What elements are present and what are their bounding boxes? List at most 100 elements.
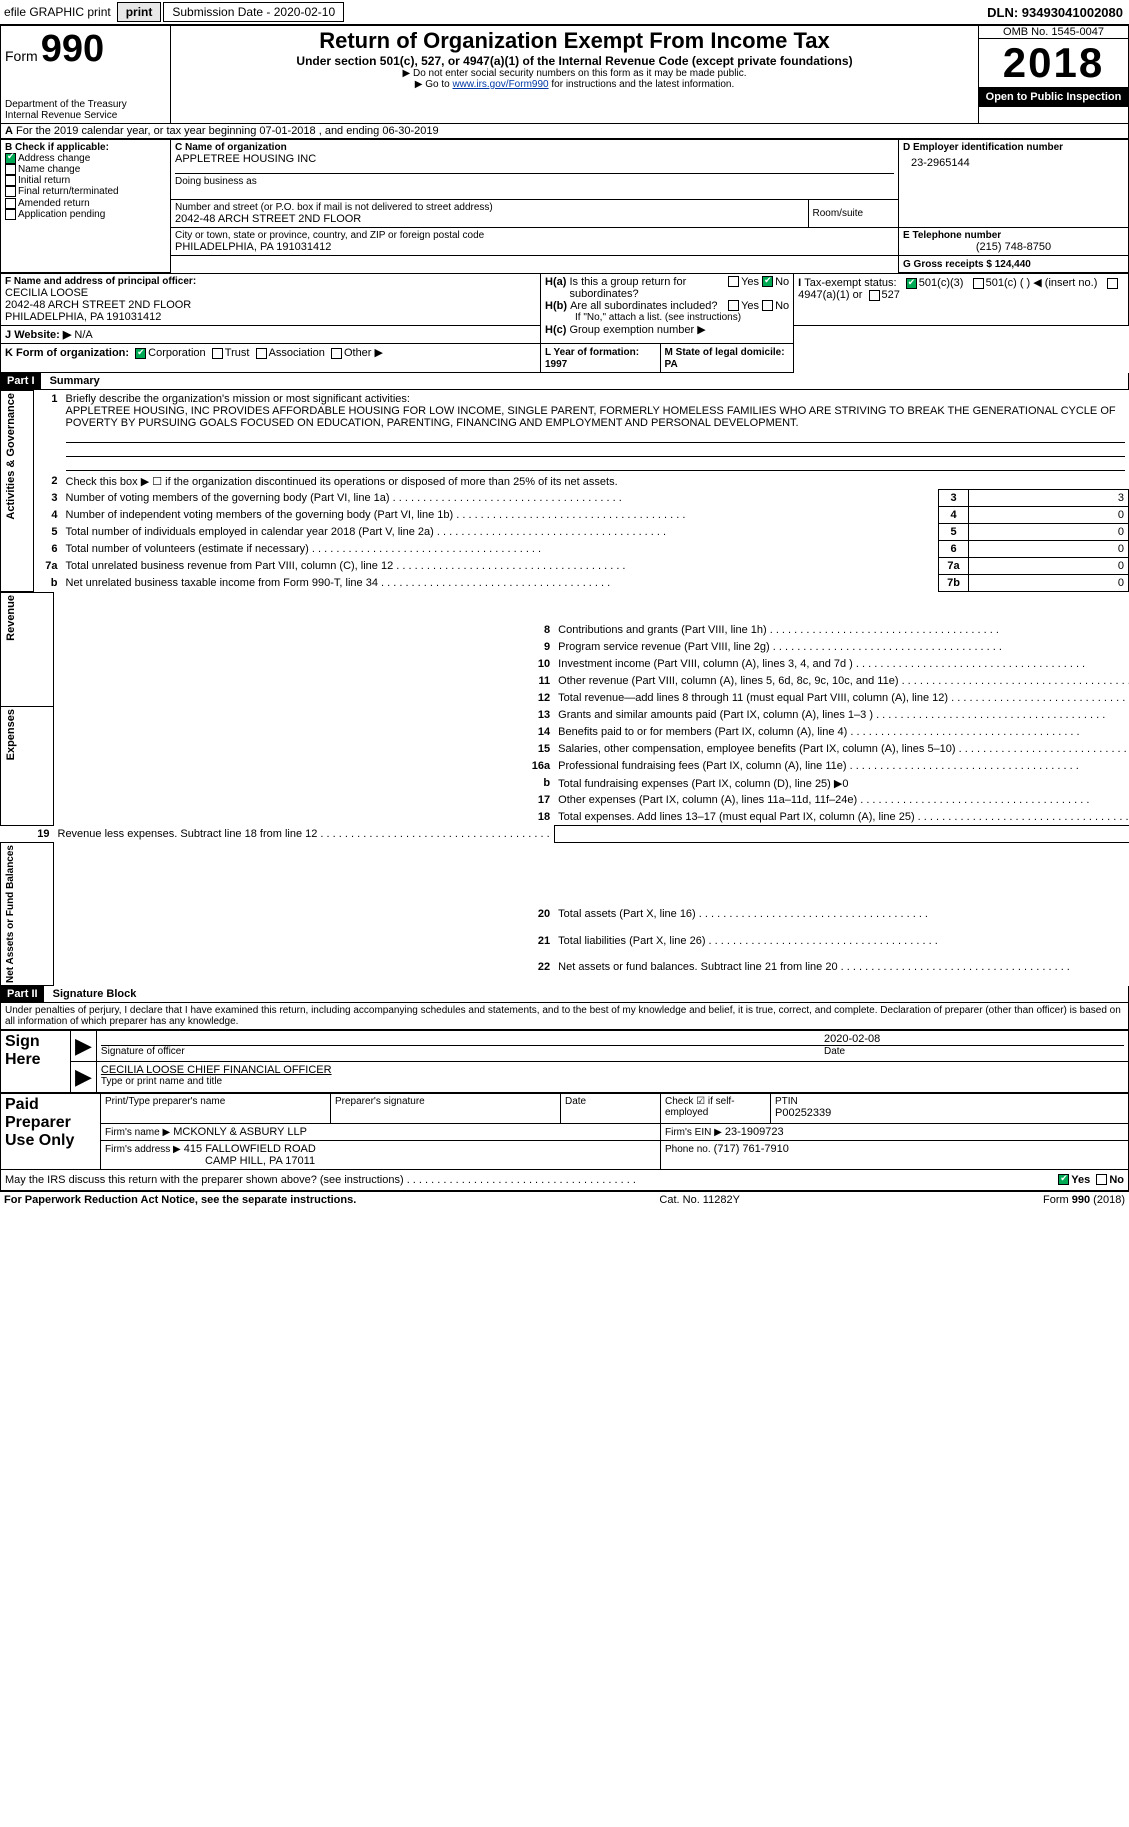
- part2-bar: Part II: [1, 986, 44, 1002]
- firm-ein-lbl: Firm's EIN ▶: [665, 1127, 722, 1138]
- ptin-lbl: PTIN: [775, 1096, 1124, 1107]
- tax-year: 2018: [979, 39, 1128, 87]
- website-value: N/A: [74, 329, 92, 341]
- side-na: Net Assets or Fund Balances: [5, 845, 16, 983]
- side-gov: Activities & Governance: [5, 393, 17, 520]
- i-501c3[interactable]: [906, 278, 917, 289]
- ha-yes[interactable]: [728, 276, 739, 287]
- discuss-yes[interactable]: [1058, 1174, 1069, 1185]
- prep-sig-lbl: Preparer's signature: [335, 1096, 556, 1107]
- exp-line-14: Benefits paid to or for members (Part IX…: [554, 724, 1129, 741]
- dept-treasury: Department of the Treasury: [5, 99, 166, 110]
- footer-right: Form 990 (2018): [1043, 1194, 1125, 1206]
- ha-text: Is this a group return for subordinates?: [569, 276, 728, 300]
- boxe-label: E Telephone number: [903, 230, 1001, 241]
- gov-line-4: Number of independent voting members of …: [62, 507, 939, 524]
- gov-val-3: 3: [969, 490, 1129, 507]
- firm-addr2: CAMP HILL, PA 17011: [105, 1155, 315, 1167]
- gov-val-b: 0: [969, 575, 1129, 592]
- room-label: Room/suite: [813, 208, 895, 219]
- boxk-label: K Form of organization:: [5, 347, 129, 359]
- boxl: L Year of formation: 1997: [545, 347, 639, 370]
- exp-line-17: Other expenses (Part IX, column (A), lin…: [554, 792, 1129, 809]
- check-name-change[interactable]: [5, 164, 16, 175]
- exp-prior-19: -59,712: [554, 826, 1129, 843]
- hb-yes[interactable]: [728, 300, 739, 311]
- type-name-lbl: Type or print name and title: [101, 1076, 1124, 1087]
- k-other[interactable]: [331, 348, 342, 359]
- boxb-item-3: Final return/terminated: [18, 187, 119, 198]
- gov-val-7a: 0: [969, 558, 1129, 575]
- check-app-pending[interactable]: [5, 209, 16, 220]
- gov-val-5: 0: [969, 524, 1129, 541]
- line-a: A For the 2019 calendar year, or tax yea…: [0, 124, 1129, 139]
- irs-link[interactable]: www.irs.gov/Form990: [452, 79, 548, 90]
- boxb-item-5: Application pending: [18, 209, 105, 220]
- i-527[interactable]: [869, 290, 880, 301]
- gov-line-3: Number of voting members of the governin…: [62, 490, 939, 507]
- boxd-label: D Employer identification number: [903, 142, 1063, 153]
- penalty-text: Under penalties of perjury, I declare th…: [0, 1003, 1129, 1030]
- gov-line-5: Total number of individuals employed in …: [62, 524, 939, 541]
- i-4947[interactable]: [1107, 278, 1118, 289]
- discuss-text: May the IRS discuss this return with the…: [5, 1174, 1058, 1186]
- boxj-label: Website: ▶: [14, 329, 71, 341]
- footer-left: For Paperwork Reduction Act Notice, see …: [4, 1194, 356, 1206]
- check-initial-return[interactable]: [5, 175, 16, 186]
- org-name: APPLETREE HOUSING INC: [175, 153, 894, 165]
- gov-line-b: Net unrelated business taxable income fr…: [62, 575, 939, 592]
- k-assoc[interactable]: [256, 348, 267, 359]
- dba-label: Doing business as: [175, 173, 894, 187]
- fhijk-grid: F Name and address of principal officer:…: [0, 273, 1129, 373]
- sign-here: Sign Here: [1, 1031, 71, 1093]
- rev-line-12: Total revenue—add lines 8 through 11 (mu…: [554, 690, 1129, 707]
- part1-table: Activities & Governance 1 Briefly descri…: [0, 390, 1129, 592]
- boxc-label: C Name of organization: [175, 142, 287, 153]
- na-line-22: Net assets or fund balances. Subtract li…: [554, 959, 1129, 985]
- hnote: If "No," attach a list. (see instruction…: [545, 312, 789, 323]
- sig-date: 2020-02-08: [824, 1033, 1124, 1045]
- dln-label: DLN: 93493041002080: [987, 5, 1129, 20]
- gov-val-6: 0: [969, 541, 1129, 558]
- boxg-label: G Gross receipts $ 124,440: [903, 259, 1031, 270]
- rev-line-8: Contributions and grants (Part VIII, lin…: [554, 622, 1129, 639]
- check-amended[interactable]: [5, 198, 16, 209]
- check-address-change[interactable]: [5, 153, 16, 164]
- rev-exp-table: Revenue Prior Year Current Year 8Contrib…: [0, 592, 1129, 986]
- date-lbl-2: Date: [565, 1096, 656, 1107]
- hb-no[interactable]: [762, 300, 773, 311]
- exp-line-19: Revenue less expenses. Subtract line 18 …: [54, 826, 555, 843]
- check-final-return[interactable]: [5, 186, 16, 197]
- firm-addr1: 415 FALLOWFIELD ROAD: [184, 1143, 316, 1155]
- arrow-icon: ▶: [71, 1031, 97, 1062]
- part1-bar: Part I: [1, 373, 41, 389]
- form-label: Form: [5, 48, 38, 64]
- ha-no[interactable]: [762, 276, 773, 287]
- discuss-no[interactable]: [1096, 1174, 1107, 1185]
- dept-irs: Internal Revenue Service: [5, 110, 166, 121]
- sig-officer-lbl: Signature of officer: [101, 1046, 824, 1057]
- submission-date: Submission Date - 2020-02-10: [163, 2, 344, 22]
- note-goto-pre: Go to: [415, 79, 453, 90]
- mission: APPLETREE HOUSING, INC PROVIDES AFFORDAB…: [66, 405, 1116, 429]
- gov-val-4: 0: [969, 507, 1129, 524]
- street-value: 2042-48 ARCH STREET 2ND FLOOR: [175, 213, 804, 225]
- paid-prep: Paid Preparer Use Only: [1, 1094, 101, 1170]
- city-label: City or town, state or province, country…: [175, 230, 894, 241]
- print-button[interactable]: print: [117, 2, 162, 22]
- exp-line-b: Total fundraising expenses (Part IX, col…: [554, 775, 1129, 792]
- part1-title: Summary: [44, 373, 106, 389]
- boxb-item-1: Name change: [18, 164, 80, 175]
- open-public: Open to Public Inspection: [979, 87, 1128, 107]
- boxm: M State of legal domicile: PA: [665, 347, 785, 370]
- ptin-val: P00252339: [775, 1107, 1124, 1119]
- k-corp[interactable]: [135, 348, 146, 359]
- phone-lbl: Phone no.: [665, 1144, 711, 1155]
- form-number: 990: [41, 28, 104, 70]
- footer-mid: Cat. No. 11282Y: [659, 1194, 740, 1206]
- exp-line-13: Grants and similar amounts paid (Part IX…: [554, 707, 1129, 724]
- i-501c[interactable]: [973, 278, 984, 289]
- firm-phone: (717) 761-7910: [714, 1143, 789, 1155]
- k-trust[interactable]: [212, 348, 223, 359]
- boxf-label: F Name and address of principal officer:: [5, 276, 196, 287]
